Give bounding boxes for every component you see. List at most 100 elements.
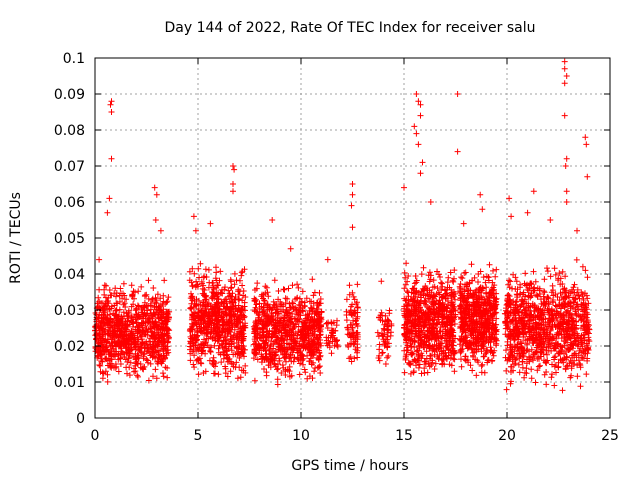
data-point <box>208 328 215 335</box>
data-point <box>198 307 205 314</box>
data-point <box>215 317 222 324</box>
data-point <box>191 270 198 277</box>
data-point <box>239 268 246 275</box>
data-point <box>424 369 431 376</box>
data-point <box>156 339 162 345</box>
data-point <box>469 367 476 374</box>
data-point <box>299 288 306 295</box>
data-point <box>516 369 523 376</box>
data-point <box>235 324 241 330</box>
data-point <box>238 337 245 344</box>
data-point <box>207 348 214 354</box>
data-point <box>153 191 160 198</box>
data-point <box>207 220 214 227</box>
data-point <box>410 368 417 375</box>
data-point <box>451 368 458 375</box>
data-point <box>537 362 543 369</box>
data-point <box>238 272 245 279</box>
data-point <box>115 334 122 341</box>
data-point <box>143 356 150 363</box>
data-point <box>96 362 103 368</box>
data-point <box>107 315 114 322</box>
data-point <box>438 279 444 286</box>
data-point <box>153 300 160 307</box>
data-point <box>223 336 230 343</box>
data-point <box>133 359 140 365</box>
data-point <box>284 346 290 353</box>
data-point <box>230 363 237 370</box>
data-point <box>201 273 208 280</box>
data-point <box>140 313 147 320</box>
data-point <box>241 303 248 310</box>
data-point <box>138 309 145 316</box>
data-point <box>506 195 513 202</box>
data-point <box>269 217 276 223</box>
data-point <box>206 312 213 319</box>
data-point <box>225 287 232 294</box>
data-point <box>108 98 115 105</box>
data-point <box>477 191 484 198</box>
data-point <box>147 306 154 313</box>
data-point <box>379 350 386 357</box>
data-point <box>508 213 515 220</box>
data-point <box>106 195 113 202</box>
data-point <box>287 245 294 252</box>
data-point <box>205 300 212 306</box>
data-point <box>242 294 249 300</box>
data-point <box>221 351 228 358</box>
data-point <box>561 80 568 87</box>
data-point <box>140 355 147 362</box>
data-point <box>401 269 408 276</box>
data-point <box>478 369 485 376</box>
data-point <box>325 319 332 326</box>
data-point <box>288 372 295 379</box>
data-point <box>206 357 213 364</box>
data-point <box>292 321 299 328</box>
data-point <box>101 286 108 293</box>
data-point <box>148 346 155 353</box>
data-point <box>228 347 235 354</box>
data-point <box>513 278 520 285</box>
data-point <box>212 363 218 370</box>
data-point <box>382 361 389 367</box>
data-point <box>150 285 157 291</box>
data-point <box>154 291 161 298</box>
data-point <box>102 294 109 301</box>
data-point <box>130 301 137 308</box>
data-point <box>115 368 122 375</box>
data-point <box>544 268 551 275</box>
data-point <box>149 295 156 302</box>
data-point <box>561 58 568 65</box>
data-point <box>105 336 112 343</box>
data-point <box>150 331 157 337</box>
data-point <box>124 370 130 377</box>
data-point <box>528 375 535 382</box>
data-point <box>195 317 202 324</box>
data-point <box>97 368 104 375</box>
data-point <box>209 360 216 367</box>
data-point <box>137 344 144 351</box>
data-point <box>129 318 136 325</box>
data-point <box>190 213 197 220</box>
data-point <box>139 340 146 347</box>
data-point <box>97 305 104 312</box>
data-point <box>201 336 207 343</box>
data-point <box>222 310 229 317</box>
data-point <box>210 361 217 368</box>
data-point <box>237 277 243 284</box>
data-point <box>156 347 163 354</box>
data-point <box>165 314 172 320</box>
data-point <box>347 354 354 360</box>
data-point <box>132 356 139 363</box>
data-point <box>228 315 235 321</box>
data-point <box>187 305 194 312</box>
data-point <box>207 333 214 340</box>
data-point <box>236 288 243 295</box>
data-point <box>101 338 107 345</box>
data-point <box>137 348 144 355</box>
data-point <box>239 297 246 304</box>
data-point <box>141 293 148 300</box>
data-point <box>202 266 209 273</box>
data-point <box>130 323 136 330</box>
data-point <box>96 327 103 334</box>
